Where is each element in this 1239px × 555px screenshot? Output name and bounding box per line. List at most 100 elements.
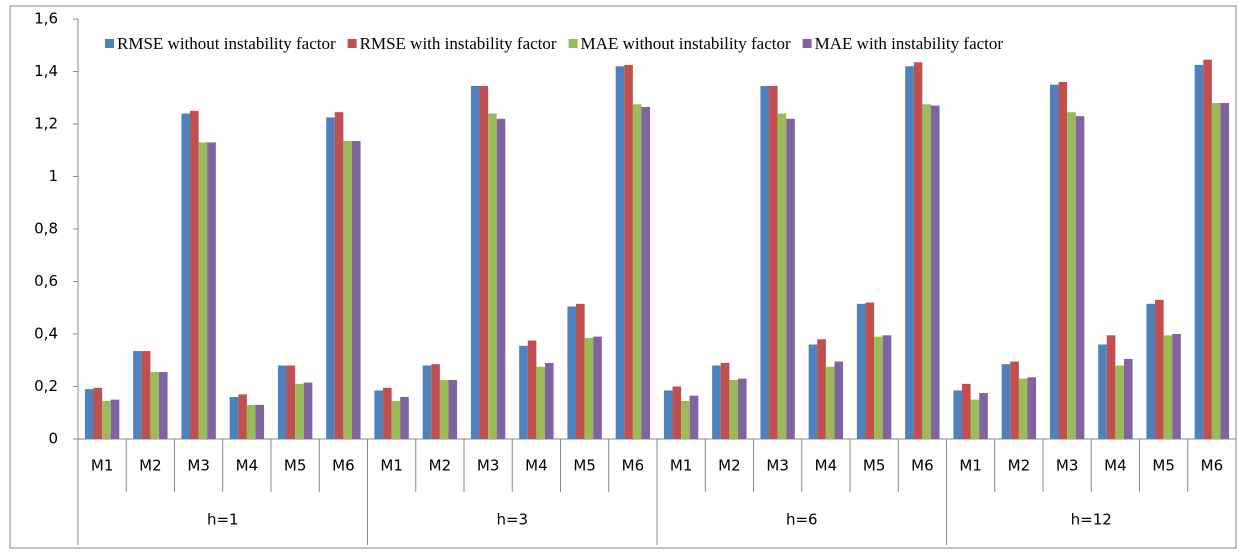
x-tick-label: M1 <box>380 457 403 475</box>
bar <box>439 379 449 439</box>
bar <box>856 303 866 439</box>
legend-label: RMSE without instability factor <box>117 34 336 53</box>
bar <box>970 399 980 439</box>
legend-label: MAE with instability factor <box>815 34 1004 53</box>
bar <box>391 400 401 439</box>
bar <box>720 362 730 439</box>
y-tick-label: 1,2 <box>34 115 58 133</box>
y-tick-label: 1,6 <box>34 10 58 28</box>
bar <box>689 395 699 439</box>
group-label: h=6 <box>786 511 818 529</box>
bar <box>334 112 344 439</box>
bar <box>1155 299 1164 439</box>
x-tick-label: M2 <box>718 457 741 475</box>
bar <box>865 302 875 439</box>
bar <box>400 397 409 439</box>
bar <box>953 390 963 439</box>
bar <box>351 141 361 439</box>
bar <box>84 389 94 439</box>
x-tick-label: M3 <box>766 457 789 475</box>
bar <box>1172 334 1181 439</box>
bar <box>383 387 392 439</box>
bar <box>962 383 971 439</box>
y-tick-label: 0,6 <box>34 272 58 290</box>
bar <box>470 85 480 439</box>
bar <box>158 372 168 439</box>
bar <box>544 362 554 439</box>
bar <box>786 118 795 439</box>
bar <box>825 366 835 439</box>
bar <box>760 85 770 439</box>
bar <box>1027 377 1037 439</box>
bar <box>1203 59 1212 439</box>
x-tick-label: M4 <box>815 457 838 475</box>
bar <box>777 113 787 439</box>
bar <box>817 339 826 439</box>
x-tick-label: M6 <box>911 457 934 475</box>
bar <box>1106 335 1116 439</box>
bar <box>1146 303 1156 439</box>
bar <box>1211 103 1221 439</box>
bar <box>448 379 458 439</box>
x-tick-label: M2 <box>1008 457 1031 475</box>
bar <box>150 372 159 439</box>
legend: RMSE without instability factor RMSE with… <box>105 34 1003 53</box>
group-label: h=3 <box>496 511 528 529</box>
bar <box>672 386 682 439</box>
x-tick-label: M4 <box>236 457 259 475</box>
bar <box>488 113 497 439</box>
x-tick-label: M2 <box>429 457 452 475</box>
bar <box>663 390 673 439</box>
bar <box>229 397 239 439</box>
bar <box>567 306 577 439</box>
bar <box>1098 344 1107 439</box>
bar <box>930 105 940 439</box>
bar <box>519 345 528 439</box>
legend-label: MAE without instability factor <box>581 34 791 53</box>
bar <box>343 141 352 439</box>
bar <box>808 344 818 439</box>
bar <box>769 85 778 439</box>
bar <box>527 340 537 439</box>
bar <box>979 393 988 439</box>
x-tick-label: M1 <box>959 457 982 475</box>
bar <box>1194 64 1204 439</box>
bar <box>737 378 747 439</box>
bar <box>374 390 384 439</box>
bar <box>641 106 651 439</box>
legend-label: RMSE with instability factor <box>360 34 557 53</box>
bar <box>238 394 247 439</box>
x-tick-label: M5 <box>573 457 596 475</box>
bar <box>496 118 506 439</box>
bar <box>198 142 208 439</box>
bar <box>1163 335 1173 439</box>
bar <box>632 104 642 439</box>
y-tick-label: 0,2 <box>34 377 58 395</box>
bar <box>882 335 892 439</box>
bar <box>584 337 594 439</box>
group-label: h=1 <box>207 511 239 529</box>
x-tick-label: M6 <box>622 457 645 475</box>
y-tick-label: 0,4 <box>34 325 58 343</box>
y-tick-label: 1,4 <box>34 62 58 80</box>
legend-swatch <box>347 39 357 48</box>
x-tick-label: M1 <box>670 457 693 475</box>
bar <box>246 404 256 439</box>
bar <box>1123 358 1133 439</box>
bar <box>1010 361 1019 439</box>
legend-swatch <box>568 39 578 48</box>
bar <box>729 379 738 439</box>
bar <box>593 336 602 439</box>
legend-swatch <box>802 39 812 48</box>
bar <box>922 104 931 439</box>
bar <box>286 365 296 439</box>
legend-swatch <box>105 39 114 48</box>
bar <box>207 142 216 439</box>
bar <box>905 66 914 439</box>
x-tick-label: M5 <box>284 457 307 475</box>
bar <box>615 66 625 439</box>
group-label: h=12 <box>1071 511 1112 529</box>
x-tick-label: M2 <box>139 457 162 475</box>
bar <box>110 399 120 439</box>
bar <box>1220 103 1230 439</box>
